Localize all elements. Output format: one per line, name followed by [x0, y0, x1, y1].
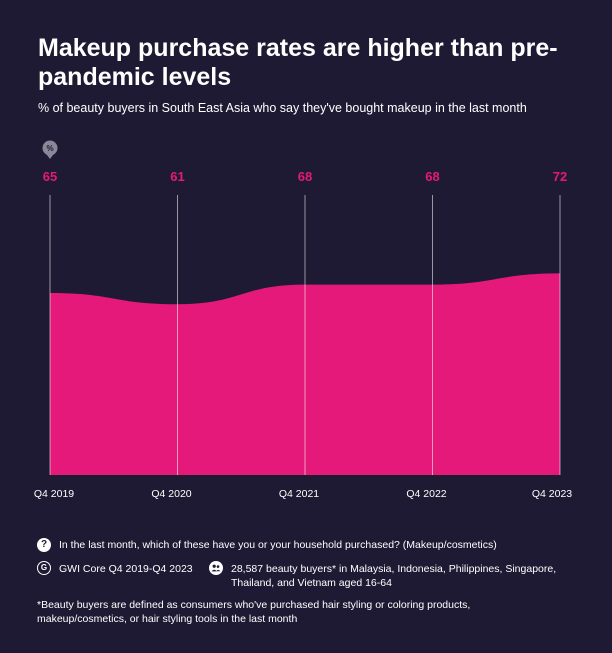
x-tick-label: Q4 2023	[532, 488, 572, 500]
data-source: GWI Core Q4 2019-Q4 2023	[59, 563, 193, 575]
question-icon: ?	[37, 538, 51, 552]
data-label: 72	[553, 169, 567, 184]
sample-description: 28,587 beauty buyers* in Malaysia, Indon…	[231, 563, 557, 589]
data-label: 68	[425, 169, 439, 184]
x-tick-label: Q4 2019	[34, 488, 74, 500]
data-label: 65	[43, 169, 57, 184]
data-label: 61	[170, 169, 184, 184]
percent-unit-icon: %	[42, 140, 58, 159]
x-tick-label: Q4 2022	[406, 488, 446, 500]
page-title: Makeup purchase rates are higher than pr…	[38, 34, 558, 91]
page-subtitle: % of beauty buyers in South East Asia wh…	[38, 101, 527, 115]
people-icon	[209, 561, 223, 575]
footnote: *Beauty buyers are defined as consumers …	[37, 599, 471, 625]
x-tick-label: Q4 2020	[151, 488, 191, 500]
svg-text:%: %	[46, 144, 53, 153]
area-chart: % 65 61 68 68 72 Q4 2019 Q4 2020 Q4 2021 Q4 2022 Q…	[34, 140, 572, 500]
data-label: 68	[298, 169, 312, 184]
survey-question: In the last month, which of these have y…	[59, 539, 497, 551]
x-tick-label: Q4 2021	[279, 488, 319, 500]
gwi-logo-icon: G	[37, 561, 51, 575]
